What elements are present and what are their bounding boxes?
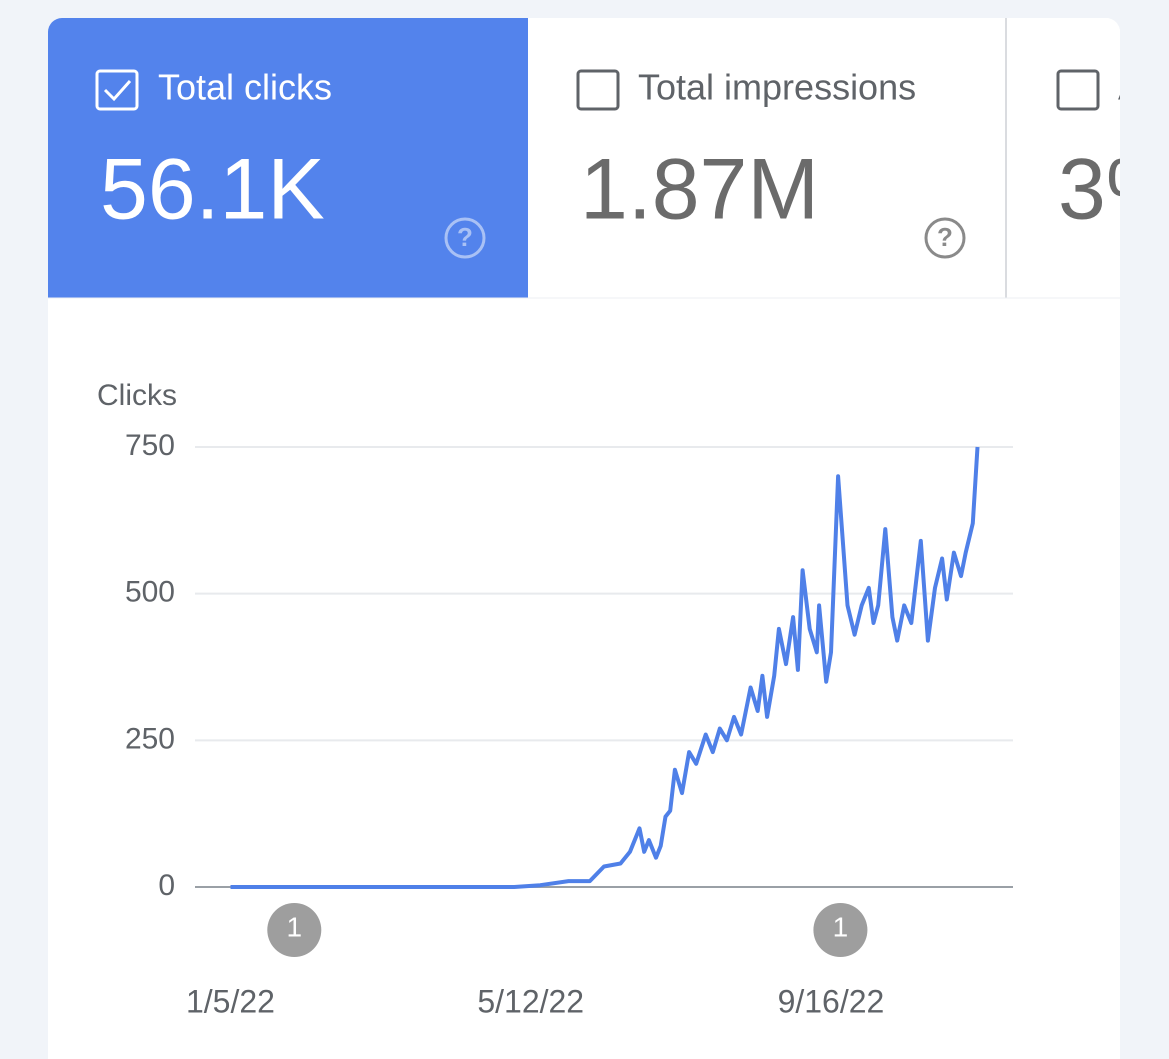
card-value: 1.87M xyxy=(580,142,819,238)
y-tick-label: 500 xyxy=(125,576,175,609)
help-glyph: ? xyxy=(937,222,953,252)
help-icon[interactable] xyxy=(444,217,486,259)
y-axis-label: Clicks xyxy=(97,379,177,412)
annotation-label: 1 xyxy=(833,911,849,942)
clicks-tile[interactable] xyxy=(48,18,528,298)
annotation-label: 1 xyxy=(287,911,303,942)
card: Total clicks 56.1K ? Total impressions 1… xyxy=(48,18,1169,1059)
checkbox-checked[interactable] xyxy=(95,69,139,111)
ctr-tile[interactable] xyxy=(1008,18,1169,298)
help-glyph: ? xyxy=(457,222,473,252)
checkbox[interactable] xyxy=(576,69,620,111)
plot: 0 250 500 750 1/5/22 5/12/22 9/16/22 1 1 xyxy=(125,429,1013,1019)
card-label: Average CTR xyxy=(1118,67,1169,108)
x-tick-label: 9/16/22 xyxy=(778,983,885,1019)
x-tick-label: 1/5/22 xyxy=(186,983,275,1019)
card-label: Total impressions xyxy=(638,67,916,108)
impressions-tile[interactable] xyxy=(528,18,1006,298)
clicks-line xyxy=(230,446,980,889)
annotation-marker[interactable] xyxy=(267,903,322,957)
y-tick-label: 750 xyxy=(125,429,175,462)
checkmark xyxy=(103,80,132,102)
card-value: 3% xyxy=(1058,142,1169,238)
y-tick-label: 250 xyxy=(125,722,175,755)
checkbox[interactable] xyxy=(1056,69,1100,111)
annotation-marker[interactable] xyxy=(813,903,868,957)
card-label: Total clicks xyxy=(158,67,332,108)
x-tick-label: 5/12/22 xyxy=(477,983,584,1019)
y-tick-label: 0 xyxy=(158,869,175,902)
help-icon[interactable] xyxy=(924,217,966,259)
card-value: 56.1K xyxy=(100,142,325,238)
